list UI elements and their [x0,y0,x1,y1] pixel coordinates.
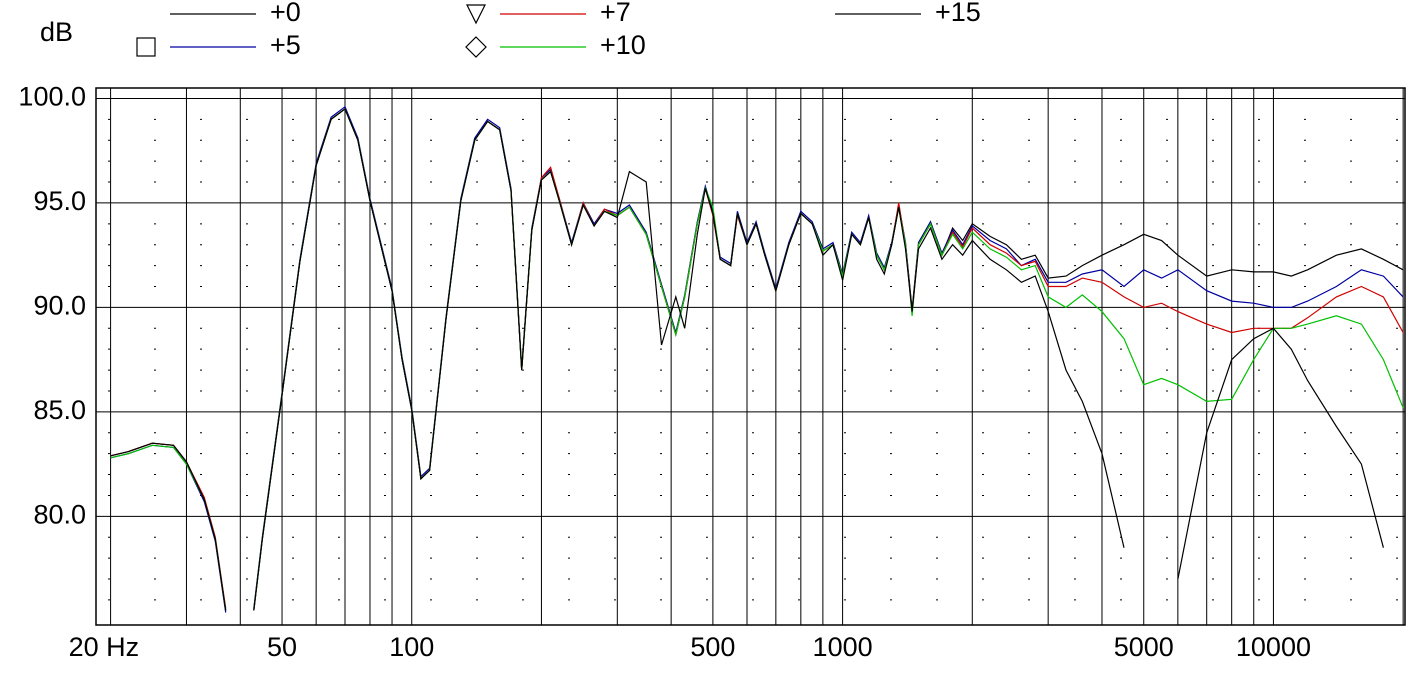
x-tick-label: 10000 [1236,632,1311,662]
x-tick-label: 50 [267,632,297,662]
legend-label: +0 [270,0,301,27]
legend-marker [465,36,487,58]
legend-label: +15 [935,0,981,27]
y-axis-label: dB [40,17,73,47]
legend-label: +10 [600,30,646,60]
x-tick-label: 20 Hz [69,632,140,662]
legend-label: +5 [270,30,301,60]
x-tick-label: 100 [389,632,434,662]
series-line [110,107,1384,611]
y-tick-label: 80.0 [33,499,86,529]
y-tick-label: 85.0 [33,395,86,425]
x-tick-label: 500 [690,632,735,662]
legend-label: +7 [600,0,631,27]
y-tick-label: 95.0 [33,186,86,216]
y-tick-label: 90.0 [33,291,86,321]
plot-area [95,87,1406,626]
y-tick-label: 100.0 [18,82,86,112]
x-tick-label: 5000 [1114,632,1174,662]
legend-marker [136,37,156,57]
x-tick-label: 1000 [813,632,873,662]
legend-marker [466,4,486,25]
